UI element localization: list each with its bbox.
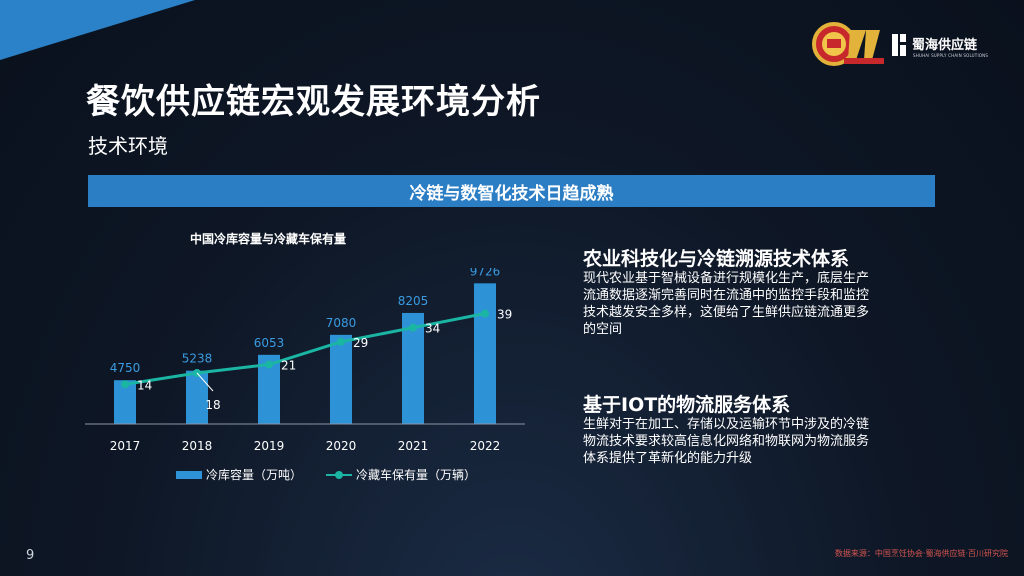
x-tick-label: 2019 (254, 439, 285, 453)
legend-line-label: 冷藏车保有量（万辆） (356, 468, 477, 482)
leader-line (196, 372, 214, 392)
line-value-label: 29 (353, 336, 368, 350)
x-tick-label: 2017 (110, 439, 141, 453)
line-point-2020 (337, 337, 345, 346)
brand-subtitle: SHUHAI SUPPLY CHAIN SOLUTIONS (913, 53, 989, 58)
section-body-line: 物流技术要求较高信息化网络和物联网为物流服务 (583, 434, 870, 449)
page-title: 餐饮供应链宏观发展环境分析 (86, 82, 541, 122)
line-value-label: 39 (497, 308, 512, 322)
section-body-line: 流通数据逐渐完善同时在流通中的监控手段和监控 (583, 288, 870, 303)
anniversary-badge-icon (812, 22, 906, 66)
section-body-line: 体系提供了革新化的能力升级 (583, 451, 753, 466)
bar-value-label: 9726 (470, 268, 501, 278)
page-number: 9 (26, 548, 35, 563)
x-tick-label: 2020 (326, 439, 357, 453)
section-body-line: 技术越发安全多样，这便给了生鲜供应链流通更多 (583, 305, 870, 320)
combo-chart: 4750 5238 6053 7080 8205 9726 14 18 21 29 34 39 20… (85, 268, 525, 453)
legend-bar-label: 冷库容量（万吨） (206, 468, 303, 482)
line-value-label: 34 (425, 322, 440, 336)
x-tick-label: 2022 (470, 439, 501, 453)
bar-value-label: 4750 (110, 361, 141, 375)
line-point-2019 (265, 360, 273, 369)
line-value-label: 18 (205, 398, 220, 412)
section-banner: 冷链与数智化技术日趋成熟 (88, 175, 935, 207)
bar-2020 (330, 334, 352, 424)
section-body-line: 的空间 (583, 322, 623, 337)
line-point-2022 (481, 309, 489, 318)
section-body-line: 生鲜对于在加工、存储以及运输环节中涉及的冷链 (583, 417, 870, 432)
bar-value-label: 6053 (254, 336, 285, 350)
bar-2021 (402, 312, 424, 424)
line-path (124, 312, 486, 386)
section-body-line: 现代农业基于智械设备进行规模化生产，底层生产 (583, 271, 870, 286)
chart-title: 中国冷库容量与冷藏车保有量 (190, 232, 347, 246)
bar-series: 4750 5238 6053 7080 8205 9726 (110, 268, 501, 424)
line-point-2021 (409, 323, 417, 332)
section-title-agritech: 农业科技化与冷链溯源技术体系 (583, 248, 850, 270)
x-tick-label: 2018 (182, 439, 213, 453)
section-title-iot: 基于IOT的物流服务体系 (583, 394, 791, 416)
section-banner-text: 冷链与数智化技术日趋成熟 (409, 183, 614, 204)
chart-legend: 冷库容量（万吨） 冷藏车保有量（万辆） (176, 466, 476, 483)
legend-bar-swatch (176, 470, 202, 479)
bar-2017 (114, 380, 136, 424)
bar-2019 (258, 354, 280, 424)
category-labels: 2017 2018 2019 2020 2021 2022 (110, 439, 501, 453)
bar-2022 (474, 283, 496, 424)
line-value-label: 21 (281, 359, 296, 373)
section-body-iot: 生鲜对于在加工、存储以及运输环节中涉及的冷链 物流技术要求较高信息化网络和物联网… (583, 416, 943, 467)
shuhai-logo-icon (892, 34, 906, 56)
bar-value-label: 7080 (326, 316, 357, 330)
bar-2018 (186, 370, 208, 424)
legend-line-swatch (326, 470, 353, 480)
bar-value-label: 8205 (398, 294, 429, 308)
brand-name: 蜀海供应链 (912, 38, 978, 53)
data-source: 数据来源：中国烹饪协会·蜀海供应链·百川研究院 (834, 549, 1008, 558)
line-value-label: 14 (137, 378, 152, 392)
corner-triangle-decoration (0, 0, 195, 60)
page-subtitle: 技术环境 (88, 134, 168, 158)
x-tick-label: 2021 (398, 439, 429, 453)
section-body-agritech: 现代农业基于智械设备进行规模化生产，底层生产 流通数据逐渐完善同时在流通中的监控… (583, 270, 943, 338)
bar-value-label: 5238 (182, 352, 213, 366)
line-point-2017 (121, 380, 129, 389)
line-series: 14 18 21 29 34 39 (121, 308, 512, 412)
